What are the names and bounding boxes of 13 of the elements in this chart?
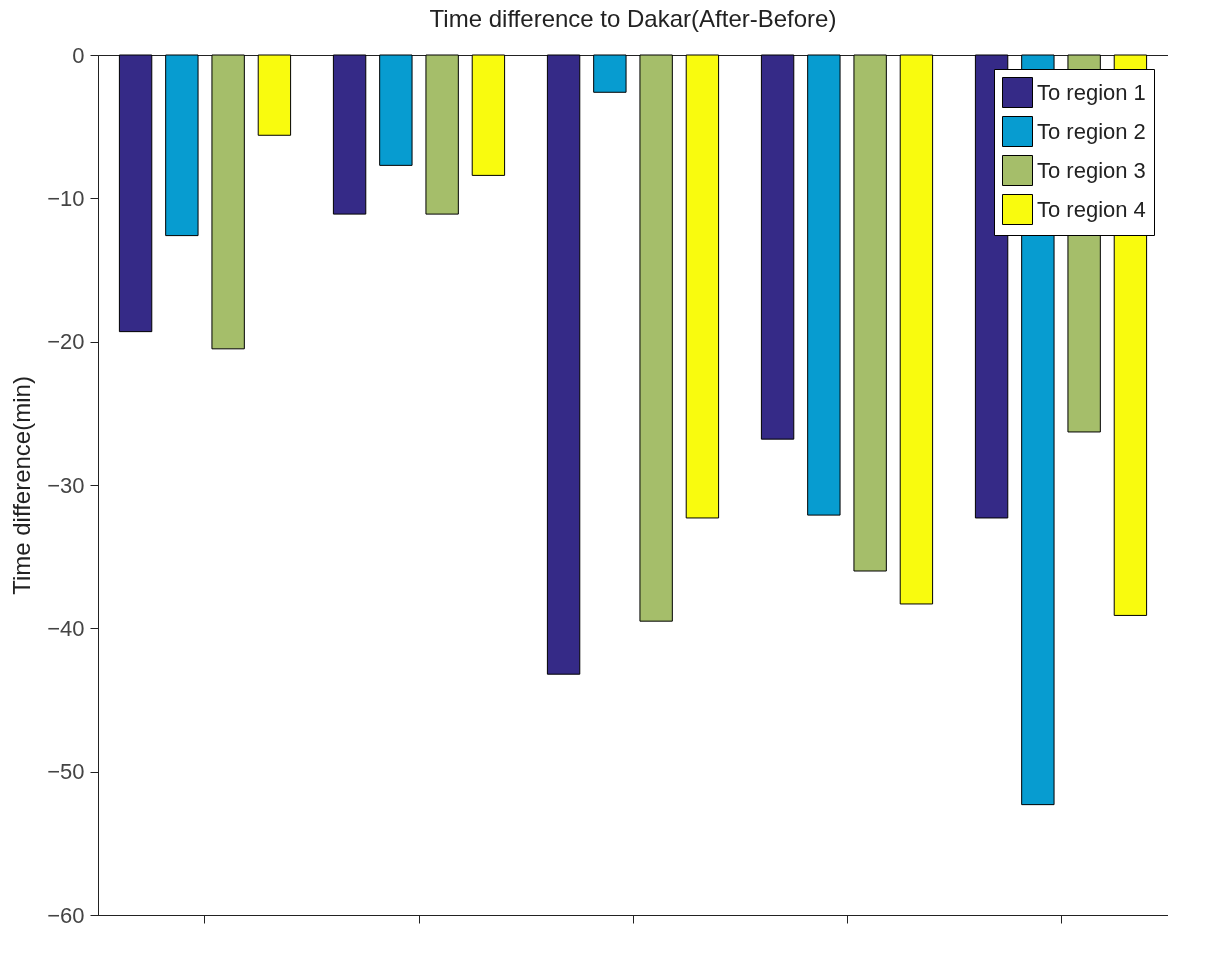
y-tick-label: −30 <box>47 472 85 498</box>
legend-label: To region 4 <box>1037 196 1146 222</box>
y-tick-label: −10 <box>47 185 85 211</box>
y-tick-label: −50 <box>47 759 85 785</box>
legend-label: To region 3 <box>1037 157 1146 183</box>
y-tick-label: 0 <box>72 42 85 68</box>
chart-title: Time difference to Dakar(After-Before) <box>429 5 837 32</box>
y-axis-title: Time difference(min) <box>8 376 36 595</box>
legend-label: To region 2 <box>1037 118 1146 144</box>
y-tick-label: −40 <box>47 615 85 641</box>
y-tick-label: −20 <box>47 329 85 355</box>
y-tick-label: −60 <box>47 902 85 928</box>
legend-label: To region 1 <box>1037 79 1146 105</box>
